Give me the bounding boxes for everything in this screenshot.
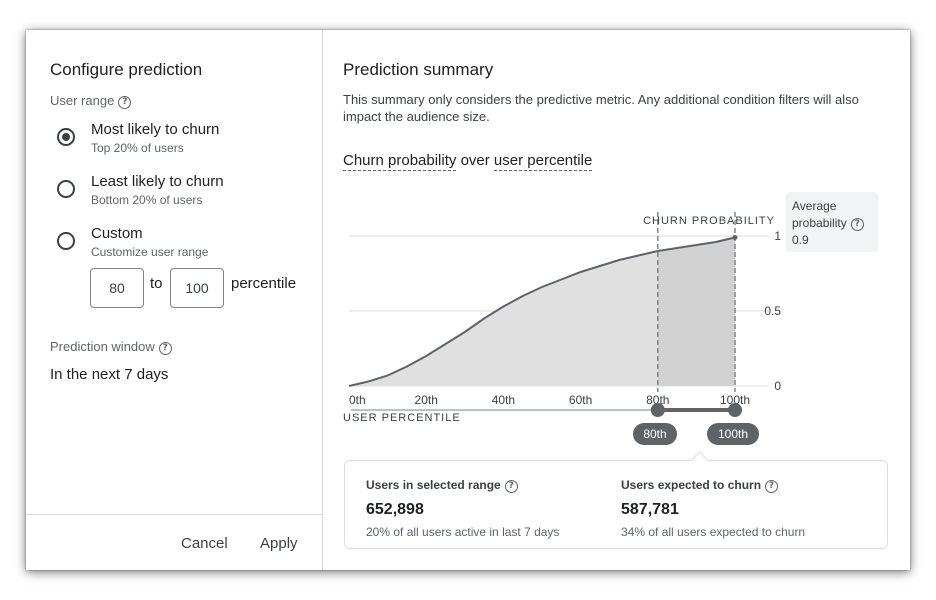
percentile-range-slider[interactable] (323, 398, 793, 448)
help-icon[interactable]: ? (158, 342, 172, 355)
chart-title-metric[interactable]: Churn probability (343, 152, 457, 171)
slider-low-label: 80th (633, 423, 677, 445)
average-probability-card: Average probability? 0.9 (786, 192, 878, 252)
selected-range-title: Users in selected range (366, 478, 501, 492)
summary-title: Prediction summary (343, 60, 494, 79)
slider-high-label: 100th (707, 423, 759, 445)
radio-most-likely[interactable] (57, 128, 75, 146)
prediction-window-label-row: Prediction window? (50, 339, 172, 355)
custom-to-label: to (150, 275, 163, 292)
x-tick-label: 20th (415, 393, 438, 407)
x-tick-label: 80th (646, 393, 669, 407)
user-range-label: User range (50, 93, 115, 108)
average-label-text: Average probability (792, 199, 847, 230)
apply-button[interactable]: Apply (260, 535, 298, 552)
y-axis-title: CHURN PROBABILITY (643, 215, 775, 227)
option-least-likely-label[interactable]: Least likely to churn (91, 173, 224, 190)
prediction-window-label: Prediction window (50, 339, 155, 354)
x-tick-label: 100th (720, 393, 750, 407)
option-least-likely-sub: Bottom 20% of users (91, 193, 203, 207)
selected-range-value: 652,898 (366, 501, 424, 518)
expected-churn-title: Users expected to churn (621, 478, 762, 492)
custom-to-input[interactable]: 100 (170, 268, 224, 308)
x-tick-label: 0th (349, 393, 366, 407)
help-icon[interactable]: ? (504, 480, 518, 493)
summary-description: This summary only considers the predicti… (343, 92, 859, 124)
x-tick-label: 60th (569, 393, 592, 407)
expected-churn-sub: 34% of all users expected to churn (621, 525, 806, 539)
y-tick-label: 0 (774, 379, 781, 393)
summary-panel: Prediction summary This summary only con… (323, 30, 910, 570)
slider-high-handle[interactable] (728, 403, 742, 417)
y-tick-label: 1 (774, 229, 781, 243)
option-custom-label[interactable]: Custom (91, 225, 143, 242)
selected-range-sub: 20% of all users active in last 7 days (366, 525, 560, 539)
chart-title-dimension[interactable]: user percentile (493, 152, 593, 171)
expected-churn-value: 587,781 (621, 501, 679, 518)
radio-least-likely[interactable] (57, 180, 75, 198)
custom-from-input[interactable]: 80 (90, 268, 144, 308)
y-tick-label: 0.5 (764, 304, 781, 318)
average-probability-value: 0.9 (792, 233, 809, 247)
stats-card-pointer (690, 451, 709, 470)
custom-unit-label: percentile (231, 275, 297, 292)
cancel-button[interactable]: Cancel (181, 535, 228, 552)
configure-panel: Configure prediction User range? Most li… (26, 30, 323, 570)
prediction-dialog: Configure prediction User range? Most li… (26, 30, 910, 570)
churn-line (348, 236, 736, 387)
x-tick-label: 40th (492, 393, 515, 407)
line-end-point (732, 235, 738, 240)
selected-range-title-row: Users in selected range? (366, 478, 518, 493)
chart-title: Churn probability over user percentile (343, 152, 593, 171)
help-icon[interactable]: ? (850, 218, 864, 231)
expected-churn-title-row: Users expected to churn? (621, 478, 779, 493)
user-range-label-row: User range? (50, 93, 132, 109)
radio-custom[interactable] (57, 232, 75, 250)
prediction-window-value: In the next 7 days (50, 366, 169, 383)
configure-title: Configure prediction (50, 60, 203, 79)
churn-area (349, 237, 735, 386)
stats-card: Users in selected range? 652,898 20% of … (344, 451, 888, 549)
x-axis-title: USER PERCENTILE (343, 412, 461, 424)
option-most-likely-label[interactable]: Most likely to churn (91, 121, 220, 138)
churn-area-highlight (657, 237, 735, 386)
churn-chart: 1 0.5 0 0th 20th 40th 60th 80th 100th CHURN PROBA… (343, 212, 781, 424)
option-custom-sub: Customize user range (91, 245, 209, 259)
help-icon[interactable]: ? (118, 96, 132, 109)
option-most-likely-sub: Top 20% of users (91, 141, 184, 155)
help-icon[interactable]: ? (765, 480, 779, 493)
average-probability-label: Average probability? (792, 198, 876, 232)
slider-low-handle[interactable] (650, 403, 665, 417)
chart-title-connector: over (456, 152, 494, 169)
footer-divider (26, 514, 322, 515)
